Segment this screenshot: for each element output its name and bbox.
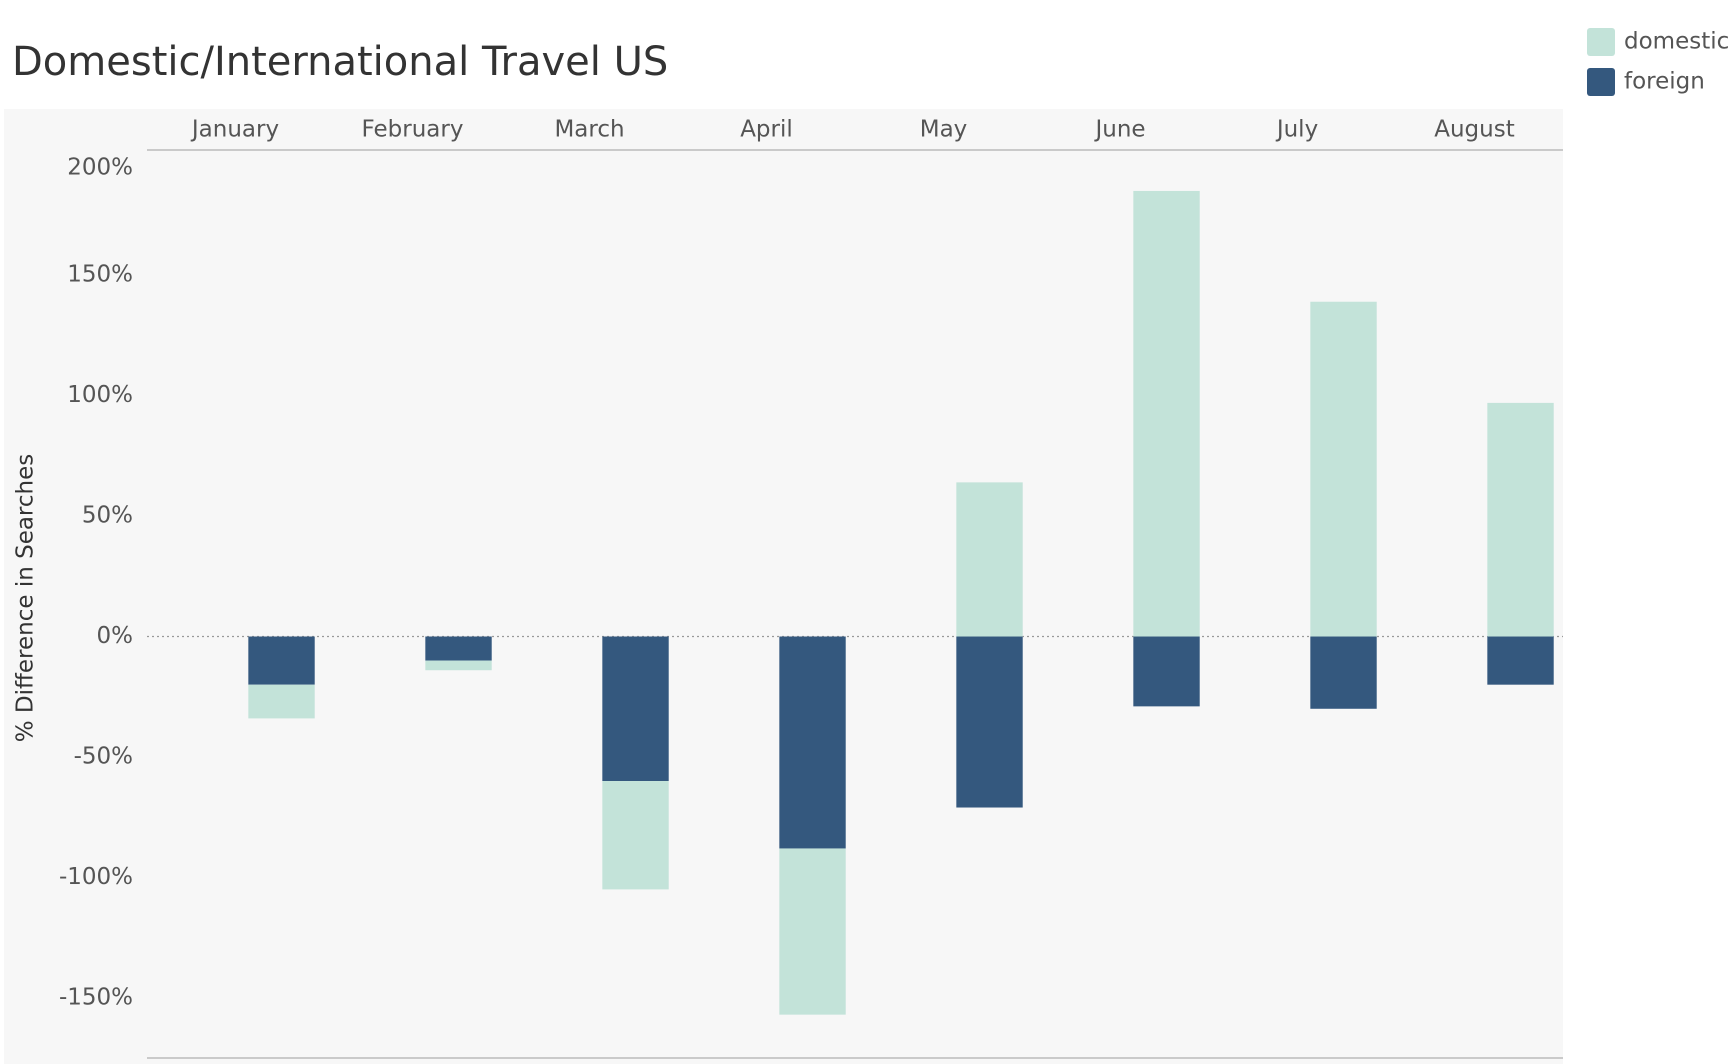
bar — [779, 848, 846, 1015]
x-tick-label: April — [740, 117, 793, 143]
bar — [602, 781, 669, 890]
y-tick-label: 150% — [67, 262, 133, 288]
bar — [602, 636, 669, 782]
y-tick-label: -50% — [74, 743, 133, 769]
bar — [956, 482, 1023, 637]
bar — [1133, 190, 1200, 637]
y-tick-label: -150% — [59, 984, 133, 1010]
y-tick-label: 50% — [82, 503, 133, 529]
y-tick-label: -100% — [59, 864, 133, 890]
x-tick-label: March — [554, 117, 624, 143]
chart-title: Domestic/International Travel US — [12, 39, 668, 85]
bar — [248, 636, 315, 685]
bar — [1310, 636, 1377, 709]
legend-swatch — [1587, 28, 1615, 56]
bar — [425, 660, 492, 671]
bar — [1133, 636, 1200, 707]
legend-label: foreign — [1624, 69, 1705, 95]
legend-label: domestic — [1624, 29, 1728, 55]
bar — [248, 684, 315, 719]
x-tick-label: May — [920, 117, 968, 143]
bar — [1487, 636, 1554, 685]
x-tick-label: February — [362, 117, 464, 143]
bar — [1310, 301, 1377, 637]
bar — [779, 636, 846, 849]
x-tick-label: January — [190, 117, 279, 143]
legend-swatch — [1587, 68, 1615, 96]
x-tick-label: June — [1093, 117, 1145, 143]
x-tick-label: August — [1434, 117, 1515, 143]
y-tick-label: 200% — [67, 155, 133, 181]
y-tick-label: 0% — [97, 623, 134, 649]
y-axis-label: % Difference in Searches — [13, 454, 39, 742]
bar — [956, 636, 1023, 808]
y-tick-label: 100% — [67, 382, 133, 408]
x-tick-label: July — [1275, 117, 1318, 143]
bar — [1487, 402, 1554, 637]
bar — [425, 636, 492, 661]
